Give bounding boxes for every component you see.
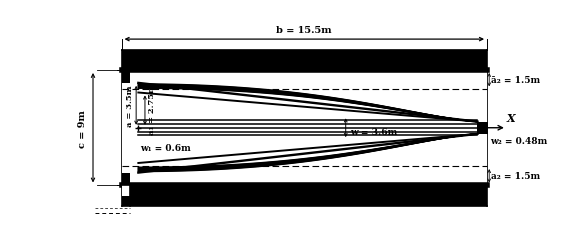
- Text: c = 9m: c = 9m: [77, 109, 86, 147]
- Text: b = 15.5m: b = 15.5m: [277, 26, 332, 35]
- Text: a₂ = 1.5m: a₂ = 1.5m: [491, 172, 540, 181]
- Bar: [122, 71, 487, 186]
- Bar: [477, 122, 488, 134]
- Bar: [122, 173, 130, 186]
- Bar: [122, 71, 130, 84]
- Bar: [122, 186, 130, 196]
- Text: X: X: [507, 112, 516, 123]
- Text: w = 3.6m: w = 3.6m: [350, 128, 398, 137]
- Text: w₁ = 0.6m: w₁ = 0.6m: [140, 144, 191, 153]
- Bar: [122, 51, 487, 71]
- Text: a = 3.5m: a = 3.5m: [126, 85, 133, 127]
- Text: ā₂ = 1.5m: ā₂ = 1.5m: [491, 76, 540, 85]
- Text: w₂ = 0.48m: w₂ = 0.48m: [491, 136, 548, 145]
- Text: a₁ = 2.75m: a₁ = 2.75m: [148, 83, 156, 134]
- Bar: [122, 186, 487, 206]
- Text: dв = 0.25m: dв = 0.25m: [177, 193, 235, 202]
